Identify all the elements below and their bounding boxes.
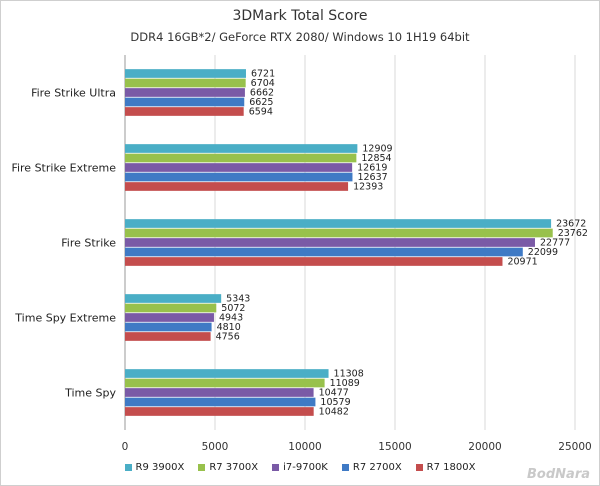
bar (125, 294, 222, 303)
legend-item: R7 2700X (341, 462, 402, 473)
bar (125, 397, 316, 407)
data-label: 10482 (319, 407, 349, 418)
data-label: 6704 (251, 78, 275, 89)
x-tick-label: 10000 (288, 441, 321, 453)
legend-item: R7 3700X (198, 462, 258, 473)
bar (125, 88, 245, 97)
data-label: 5343 (226, 294, 250, 305)
data-label: 20971 (507, 257, 537, 268)
data-label: 6594 (249, 107, 273, 118)
data-label: 4810 (217, 322, 241, 333)
legend-swatch (198, 464, 206, 471)
chart-legend: R9 3900X R7 3700X i7-9700K R7 2700X R7 1800X (0, 462, 600, 473)
bar (125, 182, 349, 191)
bar (125, 257, 503, 266)
category-label: Time Spy Extreme (14, 312, 116, 325)
data-label: 22099 (528, 247, 558, 258)
data-label: 6721 (251, 69, 275, 80)
category-label: Time Spy (64, 387, 116, 400)
bar (125, 247, 523, 257)
data-label: 10579 (320, 397, 350, 408)
bar (125, 407, 314, 416)
bar (125, 107, 244, 116)
bar (125, 303, 217, 313)
bar (125, 322, 212, 332)
bar (125, 69, 246, 78)
legend-item: i7-9700K (272, 462, 328, 473)
category-label: Fire Strike (61, 237, 116, 250)
watermark-logo: BodNara (527, 467, 590, 482)
data-label: 5072 (221, 303, 245, 314)
bar (125, 238, 535, 247)
data-label: 22777 (540, 238, 570, 249)
x-tick-label: 5000 (202, 441, 229, 453)
data-label: 12393 (353, 182, 383, 193)
legend-swatch (415, 464, 423, 471)
data-label: 12854 (361, 153, 391, 164)
legend-label: R7 2700X (352, 462, 402, 473)
legend-swatch (272, 464, 280, 471)
bar (125, 228, 553, 238)
data-label: 4756 (216, 332, 240, 343)
data-label: 11308 (334, 369, 364, 380)
bar (125, 219, 552, 228)
bar (125, 163, 353, 172)
data-label: 12637 (357, 172, 387, 183)
data-label: 6662 (250, 88, 274, 99)
bar (125, 388, 314, 397)
x-tick-label: 15000 (378, 441, 411, 453)
legend-label: i7-9700K (283, 462, 328, 473)
legend-swatch (124, 464, 132, 471)
bar (125, 144, 358, 153)
legend-label: R9 3900X (135, 462, 185, 473)
legend-item: R9 3900X (124, 462, 185, 473)
legend-swatch (341, 464, 349, 471)
data-label: 23762 (558, 228, 588, 239)
x-tick-label: 25000 (558, 441, 591, 453)
bar (125, 97, 245, 107)
category-label: Fire Strike Ultra (31, 87, 116, 100)
category-label: Fire Strike Extreme (11, 162, 116, 175)
bar (125, 153, 357, 163)
data-label: 4943 (219, 313, 243, 324)
data-label: 12909 (362, 144, 392, 155)
chart-title: 3DMark Total Score (232, 8, 368, 24)
x-tick-label: 0 (122, 441, 129, 453)
legend-item: R7 1800X (415, 462, 476, 473)
legend-label: R7 1800X (426, 462, 476, 473)
chart-subtitle: DDR4 16GB*2/ GeForce RTX 2080/ Windows 1… (130, 30, 470, 44)
legend-label: R7 3700X (209, 462, 259, 473)
bar (125, 369, 329, 378)
bar (125, 172, 353, 182)
data-label: 10477 (319, 388, 349, 399)
data-label: 23672 (556, 219, 586, 230)
bar (125, 332, 211, 341)
bar (125, 313, 214, 322)
data-label: 11089 (330, 378, 360, 389)
bar (125, 78, 246, 88)
x-tick-label: 20000 (468, 441, 501, 453)
data-label: 6625 (249, 97, 273, 108)
data-label: 12619 (357, 163, 387, 174)
bar (125, 378, 325, 388)
